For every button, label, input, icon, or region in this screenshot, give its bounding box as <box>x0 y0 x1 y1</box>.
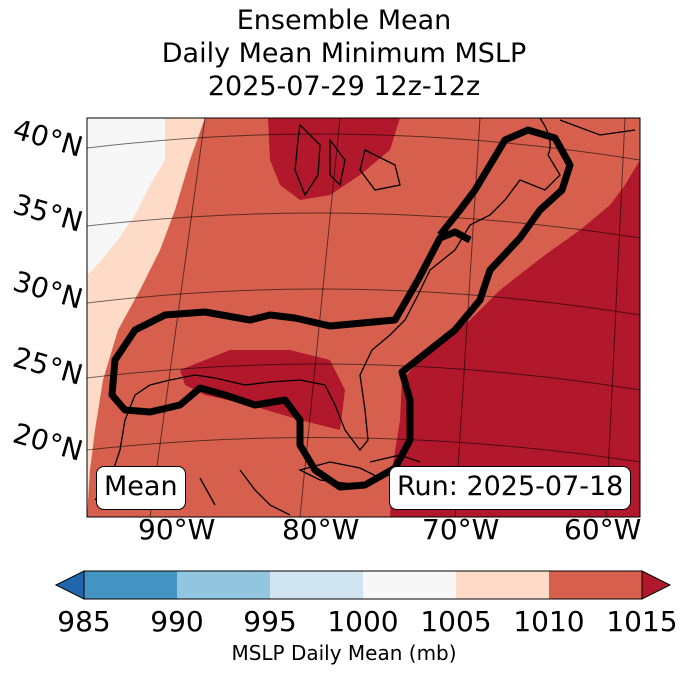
colorbar-bin-1010-1015 <box>549 571 642 599</box>
colorbar-bin-985-990 <box>84 571 177 599</box>
title-line-3: 2025-07-29 12z-12z <box>207 71 481 102</box>
lon-label-80w: 80°W <box>282 513 360 546</box>
title-line-1: Ensemble Mean <box>236 5 452 36</box>
title-line-2: Daily Mean Minimum MSLP <box>161 38 527 69</box>
colorbar-extend-min <box>54 570 85 600</box>
lon-label-70w: 70°W <box>422 513 500 546</box>
colorbar-extend-max <box>641 570 672 600</box>
colorbar-bin-1005-1010 <box>456 571 549 599</box>
mean-label-box: Mean <box>96 466 186 510</box>
colorbar-tick-1005: 1005 <box>420 605 492 638</box>
map-frame <box>86 117 641 518</box>
colorbar-bin-1000-1005 <box>363 571 456 599</box>
region-gt1015-atlantic <box>390 160 640 517</box>
region-gt1015-gulf <box>180 350 345 430</box>
colorbar-tick-985: 985 <box>57 605 111 638</box>
run-date-box: Run: 2025-07-18 <box>389 466 632 510</box>
colorbar-label: MSLP Daily Mean (mb) <box>231 641 457 665</box>
colorbar-tick-990: 990 <box>150 605 204 638</box>
region-1000-1005 <box>87 118 165 275</box>
colorbar-tick-995: 995 <box>243 605 297 638</box>
lon-label-90w: 90°W <box>138 513 216 546</box>
colorbar-bin-990-995 <box>177 571 270 599</box>
region-gt1015-great-lakes <box>268 118 400 200</box>
colorbar-tick-1015: 1015 <box>606 605 678 638</box>
colorbar-tick-1010: 1010 <box>513 605 585 638</box>
threshold-contour <box>108 126 574 491</box>
lon-label-60w: 60°W <box>564 513 642 546</box>
colorbar-tick-1000: 1000 <box>327 605 399 638</box>
colorbar-frame <box>83 570 643 600</box>
colorbar-bin-995-1000 <box>270 571 363 599</box>
